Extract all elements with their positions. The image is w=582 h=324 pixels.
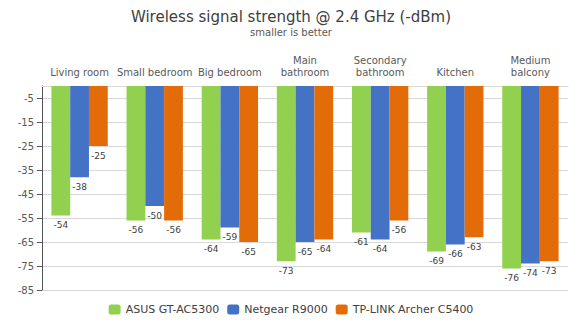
svg-text:-73: -73 <box>279 266 294 276</box>
svg-text:-55: -55 <box>18 213 34 224</box>
svg-text:-56: -56 <box>129 225 144 235</box>
svg-text:Main: Main <box>293 55 317 66</box>
svg-text:-64: -64 <box>204 244 219 254</box>
svg-text:Secondary: Secondary <box>354 55 407 66</box>
svg-text:-65: -65 <box>298 247 313 257</box>
svg-text:-76: -76 <box>504 273 519 283</box>
svg-text:smaller is better: smaller is better <box>250 27 333 38</box>
svg-text:-66: -66 <box>448 249 463 259</box>
svg-text:-25: -25 <box>18 141 34 152</box>
svg-text:-56: -56 <box>392 225 407 235</box>
svg-text:-74: -74 <box>523 268 538 278</box>
svg-text:ASUS GT-AC5300: ASUS GT-AC5300 <box>126 303 220 316</box>
svg-text:-56: -56 <box>166 225 181 235</box>
svg-text:-50: -50 <box>147 211 162 221</box>
svg-text:-35: -35 <box>18 165 34 176</box>
svg-text:Living room: Living room <box>50 67 109 78</box>
svg-text:-45: -45 <box>18 189 34 200</box>
svg-text:Medium: Medium <box>510 55 550 66</box>
svg-text:balcony: balcony <box>511 67 550 78</box>
svg-text:Small bedroom: Small bedroom <box>117 67 193 78</box>
svg-text:-65: -65 <box>241 247 256 257</box>
svg-text:-15: -15 <box>18 117 34 128</box>
svg-text:Kitchen: Kitchen <box>436 67 474 78</box>
svg-text:bathroom: bathroom <box>281 67 330 78</box>
svg-text:-38: -38 <box>72 182 87 192</box>
svg-text:-65: -65 <box>18 237 34 248</box>
svg-text:Netgear R9000: Netgear R9000 <box>244 303 327 316</box>
svg-text:-61: -61 <box>354 237 369 247</box>
svg-text:-75: -75 <box>18 261 34 272</box>
svg-text:TP-LINK Archer C5400: TP-LINK Archer C5400 <box>352 303 474 316</box>
svg-text:-25: -25 <box>91 151 106 161</box>
svg-text:bathroom: bathroom <box>356 67 405 78</box>
svg-text:-85: -85 <box>18 285 34 296</box>
svg-text:-63: -63 <box>467 242 482 252</box>
svg-text:Wireless signal strength @ 2.4: Wireless signal strength @ 2.4 GHz (-dBm… <box>131 8 451 26</box>
svg-text:-64: -64 <box>373 244 388 254</box>
svg-text:-73: -73 <box>542 266 557 276</box>
svg-text:Big bedroom: Big bedroom <box>198 67 262 78</box>
svg-text:-59: -59 <box>223 232 238 242</box>
svg-text:-69: -69 <box>429 256 444 266</box>
svg-text:-54: -54 <box>53 220 68 230</box>
svg-text:-64: -64 <box>316 244 331 254</box>
svg-text:-5: -5 <box>24 93 34 104</box>
